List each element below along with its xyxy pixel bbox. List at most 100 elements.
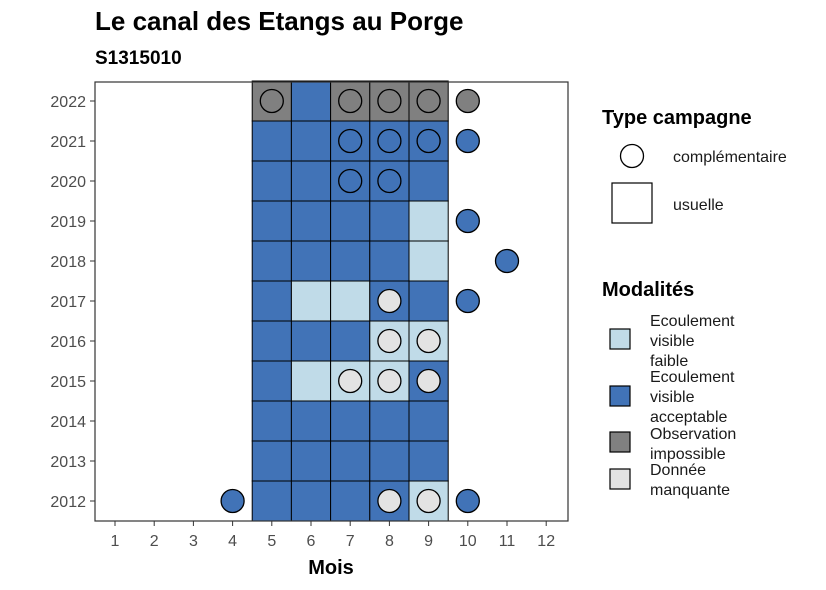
- point-2012-8: [377, 488, 402, 514]
- point-2012-10: [455, 488, 480, 514]
- tile-2021-6: [290, 120, 332, 162]
- cells-layer: [251, 80, 449, 522]
- tile-2012-6: [290, 480, 332, 522]
- x-tick-label: 1: [111, 533, 120, 550]
- x-tick-label: 2: [150, 533, 159, 550]
- x-tick-label: 6: [307, 533, 316, 550]
- legend-fill-key: [609, 328, 631, 350]
- tile-2017-7: [330, 280, 371, 322]
- y-tick-label: 2013: [50, 454, 86, 471]
- y-tick-label: 2019: [50, 214, 86, 231]
- x-axis: 1 2 3 4 5 6 7 8 9 10 11 12: [111, 521, 555, 550]
- tile-2015-6: [290, 360, 332, 402]
- tile-2013-5: [251, 440, 292, 482]
- point-2015-7: [338, 368, 363, 394]
- point-2021-10: [455, 128, 480, 154]
- legend-fill-label: acceptable: [650, 409, 727, 426]
- tile-2020-6: [290, 160, 332, 202]
- point-2022-7: [338, 88, 363, 114]
- tile-2019-7: [330, 200, 371, 242]
- point-2021-8: [377, 128, 402, 154]
- y-axis: 2012 2013 2014 2015 2016 2017 2018 2019 2020 2021…: [50, 94, 95, 511]
- chart-title: Le canal des Etangs au Porge: [95, 6, 463, 36]
- tile-2020-9: [408, 160, 449, 202]
- point-2015-8: [377, 368, 402, 394]
- tile-2019-6: [290, 200, 332, 242]
- tile-2015-5: [251, 360, 292, 402]
- legend-shape-label: usuelle: [673, 197, 724, 214]
- tile-2017-6: [290, 280, 332, 322]
- tile-2013-8: [369, 440, 410, 482]
- point-2021-9: [416, 128, 441, 154]
- y-tick-label: 2014: [50, 414, 86, 431]
- x-tick-label: 8: [385, 533, 394, 550]
- legend-fill-label: visible: [650, 389, 695, 406]
- tile-2021-5: [251, 120, 292, 162]
- chart-subtitle: S1315010: [95, 48, 182, 69]
- tile-2016-6: [290, 320, 332, 362]
- legend-circle-key: [619, 143, 645, 169]
- tile-2019-8: [369, 200, 410, 242]
- tile-2018-6: [290, 240, 332, 282]
- point-2020-8: [377, 168, 402, 194]
- point-2017-8: [377, 288, 402, 314]
- tile-2017-9: [408, 280, 449, 322]
- point-2019-10: [455, 208, 480, 234]
- point-2022-10: [455, 88, 480, 114]
- legend-fill-label: faible: [650, 353, 688, 370]
- legend-fill-key: [609, 431, 631, 453]
- tile-2018-5: [251, 240, 292, 282]
- legend-shape-label: complémentaire: [673, 149, 787, 166]
- legend-fill-label: Observation: [650, 426, 736, 443]
- tile-2013-6: [290, 440, 332, 482]
- tile-2016-7: [330, 320, 371, 362]
- y-tick-label: 2020: [50, 174, 86, 191]
- point-2022-9: [416, 88, 441, 114]
- legend-fill-label: Ecoulement: [650, 369, 735, 386]
- legend-fill-label: impossible: [650, 446, 726, 463]
- tile-2018-7: [330, 240, 371, 282]
- tile-2017-5: [251, 280, 292, 322]
- legend-shape-title: Type campagne: [602, 107, 752, 129]
- legend: Type campagne Modalités complémentaire us…: [602, 107, 787, 499]
- legend-fill-key: [609, 385, 631, 407]
- tile-2014-5: [251, 400, 292, 442]
- y-tick-label: 2015: [50, 374, 86, 391]
- legend-fill-label: Donnée: [650, 462, 706, 479]
- y-tick-label: 2022: [50, 94, 86, 111]
- point-2016-8: [377, 328, 402, 354]
- tile-2018-9: [408, 240, 449, 282]
- tile-2012-5: [251, 480, 292, 522]
- x-tick-label: 5: [267, 533, 276, 550]
- tile-2013-7: [330, 440, 371, 482]
- tile-2014-6: [290, 400, 332, 442]
- point-2015-9: [416, 368, 441, 394]
- tile-2019-9: [408, 200, 449, 242]
- tile-2014-7: [330, 400, 371, 442]
- tile-2016-5: [251, 320, 292, 362]
- y-tick-label: 2012: [50, 494, 86, 511]
- legend-fill-label: Ecoulement: [650, 313, 735, 330]
- tile-2014-9: [408, 400, 449, 442]
- point-2021-7: [338, 128, 363, 154]
- point-2012-9: [416, 488, 441, 514]
- legend-square-key: [611, 182, 653, 224]
- tile-2020-5: [251, 160, 292, 202]
- x-tick-label: 12: [537, 533, 555, 550]
- point-2022-8: [377, 88, 402, 114]
- legend-fill-label: manquante: [650, 482, 730, 499]
- tile-2018-8: [369, 240, 410, 282]
- tile-2013-9: [408, 440, 449, 482]
- x-axis-title: Mois: [308, 557, 354, 579]
- x-tick-label: 11: [499, 533, 516, 550]
- y-tick-label: 2018: [50, 254, 86, 271]
- tile-2019-5: [251, 200, 292, 242]
- legend-fill-title: Modalités: [602, 279, 694, 301]
- legend-fill-key: [609, 468, 631, 490]
- legend-fill-label: visible: [650, 333, 695, 350]
- tile-2014-8: [369, 400, 410, 442]
- x-tick-label: 4: [228, 533, 237, 550]
- x-tick-label: 3: [189, 533, 198, 550]
- point-2022-5: [259, 88, 284, 114]
